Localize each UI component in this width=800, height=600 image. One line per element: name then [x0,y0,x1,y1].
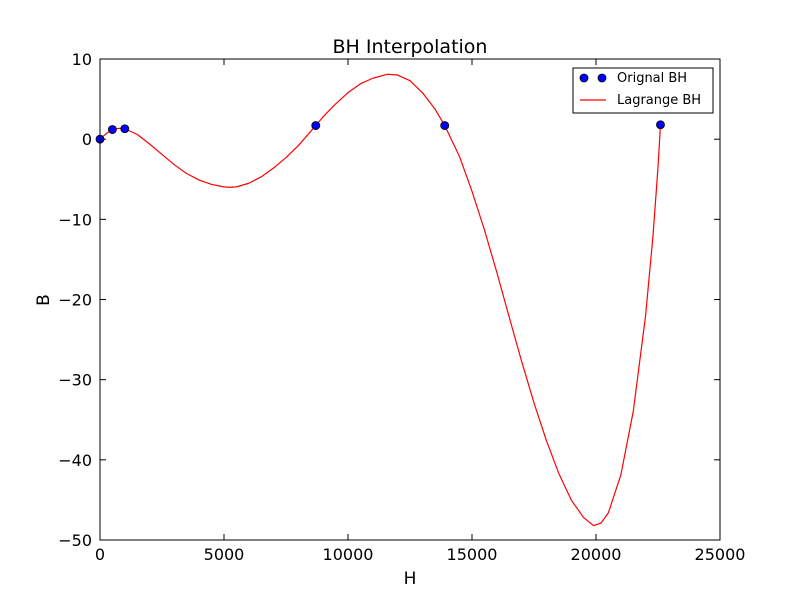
y-tick-label: 0 [82,130,92,149]
legend-marker-original-2 [597,73,607,83]
y-axis-ticks: 10 0 −10 −20 −30 −40 −50 [58,50,720,550]
y-tick-label: −50 [58,531,92,550]
plot-frame [99,58,721,541]
series-line-lagrange-bh [100,73,662,527]
data-point-original-bh [656,120,665,130]
legend: Orignal BH Lagrange BH [572,67,714,114]
y-tick-label: −30 [58,371,92,390]
data-point-original-bh [311,121,321,130]
y-tick-label: −20 [58,291,92,310]
data-point-original-bh [108,125,117,134]
x-tick-label: 15000 [447,545,498,564]
y-tick-label: −40 [58,451,92,470]
chart-title: BH Interpolation [333,36,488,58]
x-axis-label: H [404,569,417,589]
x-tick-label: 10000 [323,545,374,564]
x-tick-label: 20000 [571,545,622,564]
x-axis-ticks: 0 5000 10000 15000 20000 25000 [95,59,746,564]
y-tick-label: 10 [72,50,92,69]
x-tick-label: 5000 [204,545,245,564]
x-tick-label: 25000 [695,545,746,564]
data-point-original-bh [440,121,450,130]
legend-label-lagrange: Lagrange BH [617,93,701,108]
y-axis-label: B [34,294,54,306]
x-tick-label: 0 [95,545,105,564]
series-layer [100,73,662,527]
legend-label-original: Orignal BH [617,71,687,86]
legend-box [572,67,714,114]
data-point-original-bh [120,124,130,134]
points-layer [95,120,665,144]
legend-marker-original-1 [579,73,589,83]
y-tick-label: −10 [58,210,92,229]
